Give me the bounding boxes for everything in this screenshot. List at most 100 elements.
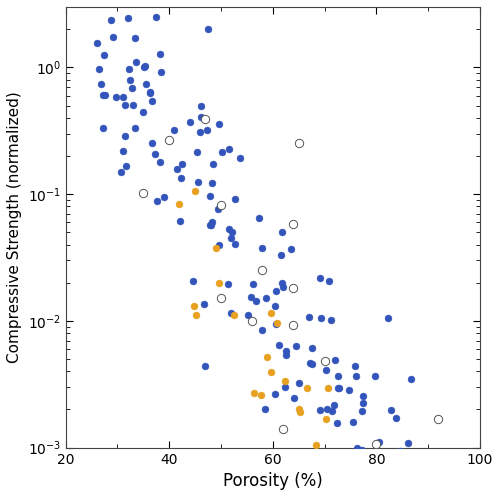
Point [268,310,276,318]
Point [196,128,204,136]
Point [312,441,320,449]
Point [290,220,298,228]
Point [250,389,258,397]
Point [146,88,154,96]
Point [170,126,178,134]
Point [407,375,415,383]
Point [141,62,149,70]
Point [384,314,392,322]
Point [156,158,164,166]
Point [258,244,266,252]
Point [264,353,272,361]
Point [345,386,353,394]
Point [101,91,109,99]
Point [148,97,156,105]
Point [100,124,108,132]
Point [372,440,380,448]
Point [364,452,372,460]
Point [214,241,222,249]
Point [369,492,377,497]
Point [206,192,214,200]
Point [93,39,101,47]
Point [325,277,333,285]
Point [120,147,128,155]
Point [212,244,220,252]
Point [224,225,232,233]
Point [434,414,442,422]
Point [324,385,332,393]
Point [320,357,328,365]
Point [346,496,354,497]
Point [186,117,194,125]
Point [160,193,168,201]
Point [100,51,108,59]
Point [266,368,274,376]
Point [224,145,232,153]
Y-axis label: Compressive Strength (normalized): Compressive Strength (normalized) [7,91,22,363]
Point [140,63,148,71]
Point [228,228,235,236]
Point [178,160,186,168]
Point [336,454,344,462]
Point [349,417,357,425]
Point [324,473,332,481]
Point [215,279,223,287]
Point [371,372,379,380]
Point [271,390,279,398]
Point [214,120,222,128]
Point [214,205,222,213]
Point [294,139,302,147]
Point [192,311,200,319]
Point [351,362,359,370]
Point [279,425,287,433]
X-axis label: Porosity (%): Porosity (%) [223,472,322,490]
Point [142,81,150,88]
Point [176,217,184,225]
Point [372,449,380,457]
Point [188,277,196,285]
Point [374,438,382,446]
Point [157,68,165,76]
Point [342,487,350,495]
Point [117,168,125,176]
Point [124,14,132,22]
Point [200,300,207,308]
Point [165,136,173,144]
Point [277,251,285,259]
Point [296,409,304,416]
Point [109,33,117,41]
Point [106,16,114,24]
Point [97,80,105,88]
Point [322,366,330,374]
Point [316,274,324,282]
Point [325,451,333,459]
Point [392,414,400,422]
Point [394,491,402,497]
Point [339,451,347,459]
Point [227,309,235,317]
Point [139,108,147,116]
Point [281,383,289,391]
Point [336,486,344,494]
Point [151,150,159,158]
Point [224,280,232,288]
Point [387,456,395,464]
Point [131,34,139,42]
Point [140,189,147,197]
Point [322,415,330,423]
Point [272,319,280,327]
Point [282,351,290,359]
Point [387,406,395,414]
Point [204,25,212,33]
Point [128,84,136,92]
Point [332,461,340,469]
Point [209,160,217,168]
Point [197,102,205,110]
Point [304,384,312,392]
Point [173,165,181,173]
Point [272,287,280,295]
Point [354,444,362,452]
Point [278,278,286,286]
Point [250,280,258,288]
Point [412,459,420,467]
